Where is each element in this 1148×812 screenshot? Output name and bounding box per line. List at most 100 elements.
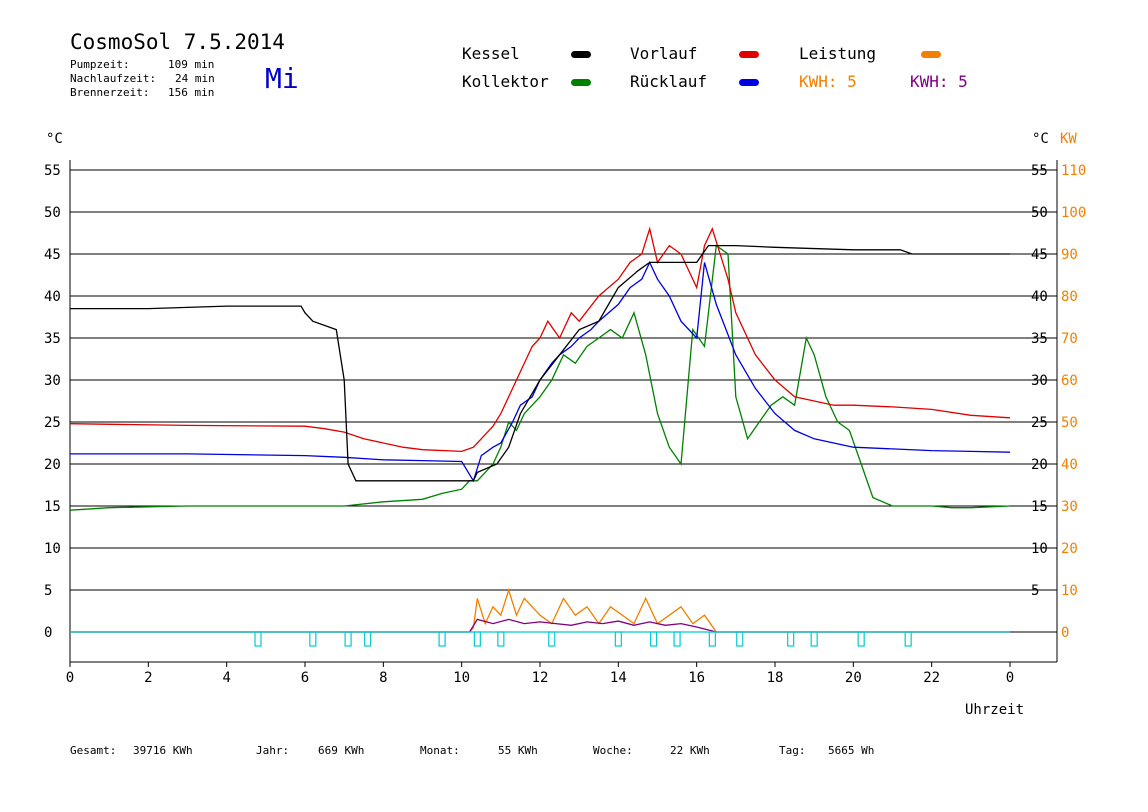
pump-pulse-marker bbox=[614, 631, 622, 647]
stat-pumpzeit-label: Pumpzeit: bbox=[70, 58, 130, 71]
legend-label-kessel: Kessel bbox=[462, 44, 520, 63]
y-axis-unit-right: °C bbox=[1032, 131, 1049, 147]
y-tick-label-kw: 100 bbox=[1061, 205, 1086, 221]
x-tick-label: 6 bbox=[301, 670, 309, 686]
y-tick-label-left: 45 bbox=[44, 247, 61, 263]
series-line-r-cklauf bbox=[70, 260, 1011, 483]
y-tick-label-kw: 40 bbox=[1061, 457, 1078, 473]
x-tick-label: 18 bbox=[767, 670, 784, 686]
footer-monat-value: 55 KWh bbox=[498, 744, 538, 757]
footer-monat-label: Monat: bbox=[420, 744, 460, 757]
y-tick-label-kw: 90 bbox=[1061, 247, 1078, 263]
pump-pulse-marker bbox=[364, 631, 372, 647]
footer-jahr-value: 669 KWh bbox=[318, 744, 365, 757]
y-tick-label-right: 20 bbox=[1031, 457, 1048, 473]
series-line-kollektor bbox=[69, 244, 1011, 511]
x-tick-label: 14 bbox=[610, 670, 627, 686]
x-tick-label: 4 bbox=[222, 670, 230, 686]
x-tick-label: 8 bbox=[379, 670, 387, 686]
footer-gesamt-value: 39716 KWh bbox=[133, 744, 193, 757]
legend-swatch-vorlauf bbox=[739, 51, 759, 58]
pump-pulse-marker bbox=[708, 631, 716, 647]
y-tick-label-right: 15 bbox=[1031, 499, 1048, 515]
series-line-kessel bbox=[70, 244, 1010, 482]
tick-labels: 0 2 4 6 8 10 12 14 16 18 20 22 005101520253035404550… bbox=[44, 163, 1086, 686]
page-title: CosmoSol 7.5.2014 bbox=[70, 30, 285, 54]
weekday-label: Mi bbox=[265, 62, 299, 95]
x-tick-label: 0 bbox=[1006, 670, 1014, 686]
pump-pulse-marker bbox=[810, 631, 818, 647]
y-tick-label-kw: 70 bbox=[1061, 331, 1078, 347]
y-axis-unit-kw: KW bbox=[1060, 131, 1077, 147]
y-tick-label-right: 25 bbox=[1031, 415, 1048, 431]
legend-swatch-leistung bbox=[921, 51, 941, 58]
x-tick-label: 20 bbox=[845, 670, 862, 686]
series-line-leistung-kwh bbox=[70, 618, 1010, 633]
y-tick-label-kw: 50 bbox=[1061, 415, 1078, 431]
series-line-vorlauf bbox=[69, 226, 1011, 453]
pump-pulse-marker bbox=[438, 631, 446, 647]
x-axis-label: Uhrzeit bbox=[965, 702, 1024, 718]
x-tick-label: 0 bbox=[66, 670, 74, 686]
footer-woche-value: 22 KWh bbox=[670, 744, 710, 757]
y-axis-unit-left: °C bbox=[46, 131, 63, 147]
footer-gesamt-label: Gesamt: bbox=[70, 744, 117, 757]
y-tick-label-left: 50 bbox=[44, 205, 61, 221]
y-tick-label-right: 5 bbox=[1031, 583, 1039, 599]
y-tick-label-kw: 80 bbox=[1061, 289, 1078, 305]
x-tick-label: 12 bbox=[532, 670, 549, 686]
series-line-leistung bbox=[70, 587, 1010, 633]
legend-label-kollektor: Kollektor bbox=[462, 72, 549, 91]
y-tick-label-left: 25 bbox=[44, 415, 61, 431]
legend-swatch-kollektor bbox=[571, 79, 591, 86]
y-tick-label-left: 20 bbox=[44, 457, 61, 473]
y-tick-label-right: 35 bbox=[1031, 331, 1048, 347]
y-tick-label-right: 10 bbox=[1031, 541, 1048, 557]
legend-label-leistung: Leistung bbox=[799, 44, 877, 63]
y-tick-label-right: 50 bbox=[1031, 205, 1048, 221]
y-tick-label-right: 40 bbox=[1031, 289, 1048, 305]
x-tick-label: 10 bbox=[453, 670, 470, 686]
pump-pulse-marker bbox=[309, 631, 317, 647]
y-tick-label-right: 45 bbox=[1031, 247, 1048, 263]
stat-pumpzeit-value: 109 min bbox=[168, 58, 215, 71]
series-lines bbox=[69, 226, 1011, 647]
y-tick-label-left: 15 bbox=[44, 499, 61, 515]
stat-nachlaufzeit-label: Nachlaufzeit: bbox=[70, 72, 157, 85]
legend-label-ruecklauf: Rücklauf bbox=[630, 72, 708, 91]
pump-pulse-marker bbox=[344, 631, 352, 647]
pump-pulse-marker bbox=[904, 631, 912, 647]
footer-woche-label: Woche: bbox=[593, 744, 633, 757]
x-tick-label: 22 bbox=[923, 670, 940, 686]
y-tick-label-left: 35 bbox=[44, 331, 61, 347]
y-tick-label-kw: 20 bbox=[1061, 541, 1078, 557]
y-tick-label-left: 30 bbox=[44, 373, 61, 389]
legend-swatch-kessel bbox=[571, 51, 591, 58]
y-tick-label-kw: 60 bbox=[1061, 373, 1078, 389]
y-tick-label-kw: 0 bbox=[1061, 625, 1069, 641]
legend-swatch-ruecklauf bbox=[739, 79, 759, 86]
pump-pulse-marker bbox=[254, 631, 262, 647]
pump-pulse-marker bbox=[473, 631, 481, 647]
y-tick-label-left: 10 bbox=[44, 541, 61, 557]
y-tick-label-kw: 10 bbox=[1061, 583, 1078, 599]
y-tick-label-left: 0 bbox=[44, 625, 52, 641]
footer-tag-value: 5665 Wh bbox=[828, 744, 875, 757]
pump-pulse-marker bbox=[673, 631, 681, 647]
y-tick-label-right: 30 bbox=[1031, 373, 1048, 389]
pump-pulse-marker bbox=[736, 631, 744, 647]
x-tick-label: 2 bbox=[144, 670, 152, 686]
stat-brennerzeit-value: 156 min bbox=[168, 86, 215, 99]
y-tick-label-kw: 30 bbox=[1061, 499, 1078, 515]
y-tick-label-left: 55 bbox=[44, 163, 61, 179]
y-tick-label-left: 5 bbox=[44, 583, 52, 599]
y-tick-label-kw: 110 bbox=[1061, 163, 1086, 179]
legend-label-vorlauf: Vorlauf bbox=[630, 44, 698, 63]
footer-jahr-label: Jahr: bbox=[256, 744, 290, 757]
y-tick-label-left: 40 bbox=[44, 289, 61, 305]
pump-pulse-marker bbox=[497, 631, 505, 647]
stat-nachlaufzeit-value: 24 min bbox=[175, 72, 215, 85]
legend-kwh-orange: KWH: 5 bbox=[799, 72, 857, 91]
legend-kwh-purple: KWH: 5 bbox=[910, 72, 968, 91]
